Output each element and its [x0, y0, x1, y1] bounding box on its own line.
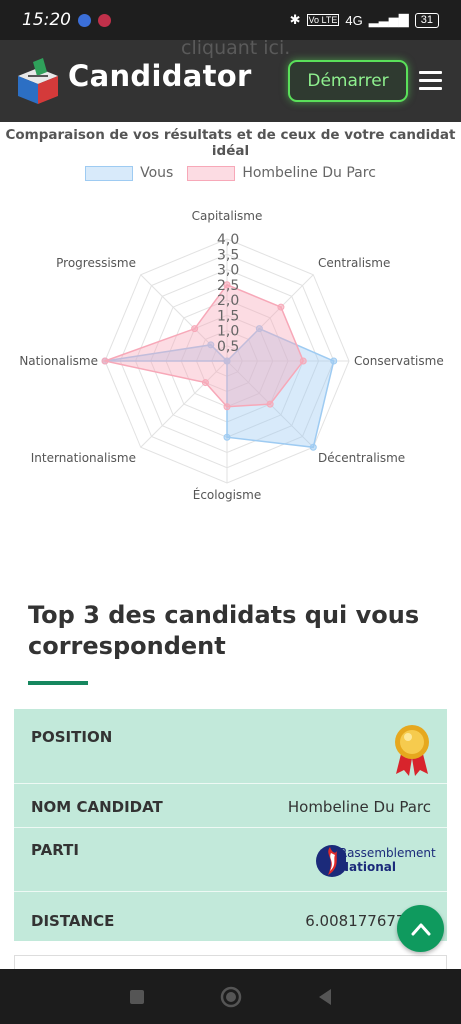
recents-icon[interactable]: [127, 987, 147, 1007]
data-point: [101, 357, 109, 365]
scroll-to-top-button[interactable]: [397, 905, 444, 952]
axis-label: Conservatisme: [354, 354, 444, 368]
signal-icon: ▂▃▅▇: [368, 12, 409, 27]
data-point: [201, 379, 209, 387]
page-text-behind-header: cliquant ici.: [181, 37, 291, 59]
data-point: [223, 433, 231, 441]
status-bar: 15:20 ✱ Vo LTE 4G ▂▃▅▇ 31: [0, 0, 461, 40]
network-label: 4G: [345, 12, 363, 28]
data-point: [277, 303, 285, 311]
row-position: POSITION: [14, 709, 447, 783]
radar-chart: 0,51,01,52,02,53,03,54,0 Capitalisme Centr…: [19, 209, 444, 502]
next-candidate-card: [14, 955, 447, 969]
radial-tick-label: 1,5: [217, 308, 239, 324]
series-area-1: [102, 283, 305, 408]
chart-title: Comparaison de vos résultats et de ceux …: [5, 127, 456, 159]
status-time: 15:20: [22, 10, 71, 30]
android-nav-bar: [0, 969, 461, 1024]
data-point: [299, 357, 307, 365]
title-underline: [28, 681, 88, 685]
gold-medal-icon: [395, 725, 429, 776]
data-point: [255, 325, 263, 333]
radial-tick-label: 4,0: [217, 232, 239, 248]
flame-icon: [316, 845, 346, 877]
back-icon[interactable]: [315, 987, 335, 1007]
party-logo: Rassemblement National: [314, 843, 436, 879]
candidate-card: POSITION NOM CANDIDAT Hombeline Du Parc …: [14, 709, 447, 941]
axis-line: [140, 360, 228, 448]
distance-label: DISTANCE: [31, 912, 115, 930]
data-point: [223, 357, 231, 365]
axis-label: Décentralisme: [318, 451, 405, 465]
radial-tick-label: 2,0: [217, 293, 239, 309]
axis-label: Nationalisme: [19, 354, 98, 368]
chart-legend: Vous Hombeline Du Parc: [0, 165, 461, 181]
data-point: [330, 357, 338, 365]
brand-name[interactable]: Candidator: [68, 59, 252, 93]
data-point: [191, 325, 199, 333]
data-point: [223, 281, 231, 289]
top3-title: Top 3 des candidats qui vous corresponde…: [28, 601, 420, 660]
axis-label: Internationalisme: [31, 451, 136, 465]
legend-item-vous[interactable]: Vous: [85, 165, 173, 181]
data-point: [309, 443, 317, 451]
row-candidate-name: NOM CANDIDAT Hombeline Du Parc: [14, 783, 447, 827]
legend-swatch-candidate: [187, 165, 236, 181]
radial-tick-label: 3,5: [217, 247, 239, 263]
distance-value: 6.0081776771: [305, 912, 415, 930]
radial-tick-label: 0,5: [217, 339, 239, 355]
volte-icon: Vo LTE: [306, 14, 340, 26]
ballot-box-logo-icon: [18, 58, 58, 104]
start-button[interactable]: Démarrer: [288, 60, 408, 102]
axis-label: Progressisme: [56, 256, 136, 270]
home-icon[interactable]: [219, 985, 243, 1009]
chevron-up-icon: [411, 923, 430, 935]
radial-tick-label: 1,0: [217, 324, 239, 340]
app-notification-icon: [98, 13, 111, 27]
legend-swatch-vous: [85, 165, 134, 181]
position-label: POSITION: [31, 728, 113, 746]
candidate-name-value: Hombeline Du Parc: [287, 798, 431, 816]
navbar: cliquant ici. Candidator Démarrer: [0, 37, 461, 122]
legend-label-candidate: Hombeline Du Parc: [242, 165, 376, 181]
axis-label: Centralisme: [318, 256, 390, 270]
radial-tick-label: 2,5: [217, 278, 239, 294]
party-label: PARTI: [31, 841, 79, 859]
legend-label-vous: Vous: [140, 165, 174, 181]
party-logo-line2: National: [339, 860, 396, 874]
menu-icon[interactable]: [419, 71, 442, 95]
battery-icon: 31: [414, 12, 439, 28]
radial-tick-label: 3,0: [217, 263, 239, 279]
legend-item-candidate[interactable]: Hombeline Du Parc: [187, 165, 376, 181]
axis-label: Écologisme: [193, 487, 261, 502]
party-logo-line1: Rassemblement: [339, 846, 436, 860]
candidate-name-label: NOM CANDIDAT: [31, 798, 163, 816]
row-distance: DISTANCE 6.0081776771: [14, 891, 447, 941]
notification-icon: [78, 13, 91, 27]
row-party: PARTI Rassemblement National: [14, 827, 447, 891]
data-point: [266, 400, 274, 408]
bluetooth-icon: ✱: [289, 12, 301, 27]
data-point: [207, 341, 215, 349]
axis-label: Capitalisme: [192, 209, 263, 223]
data-point: [223, 403, 231, 411]
